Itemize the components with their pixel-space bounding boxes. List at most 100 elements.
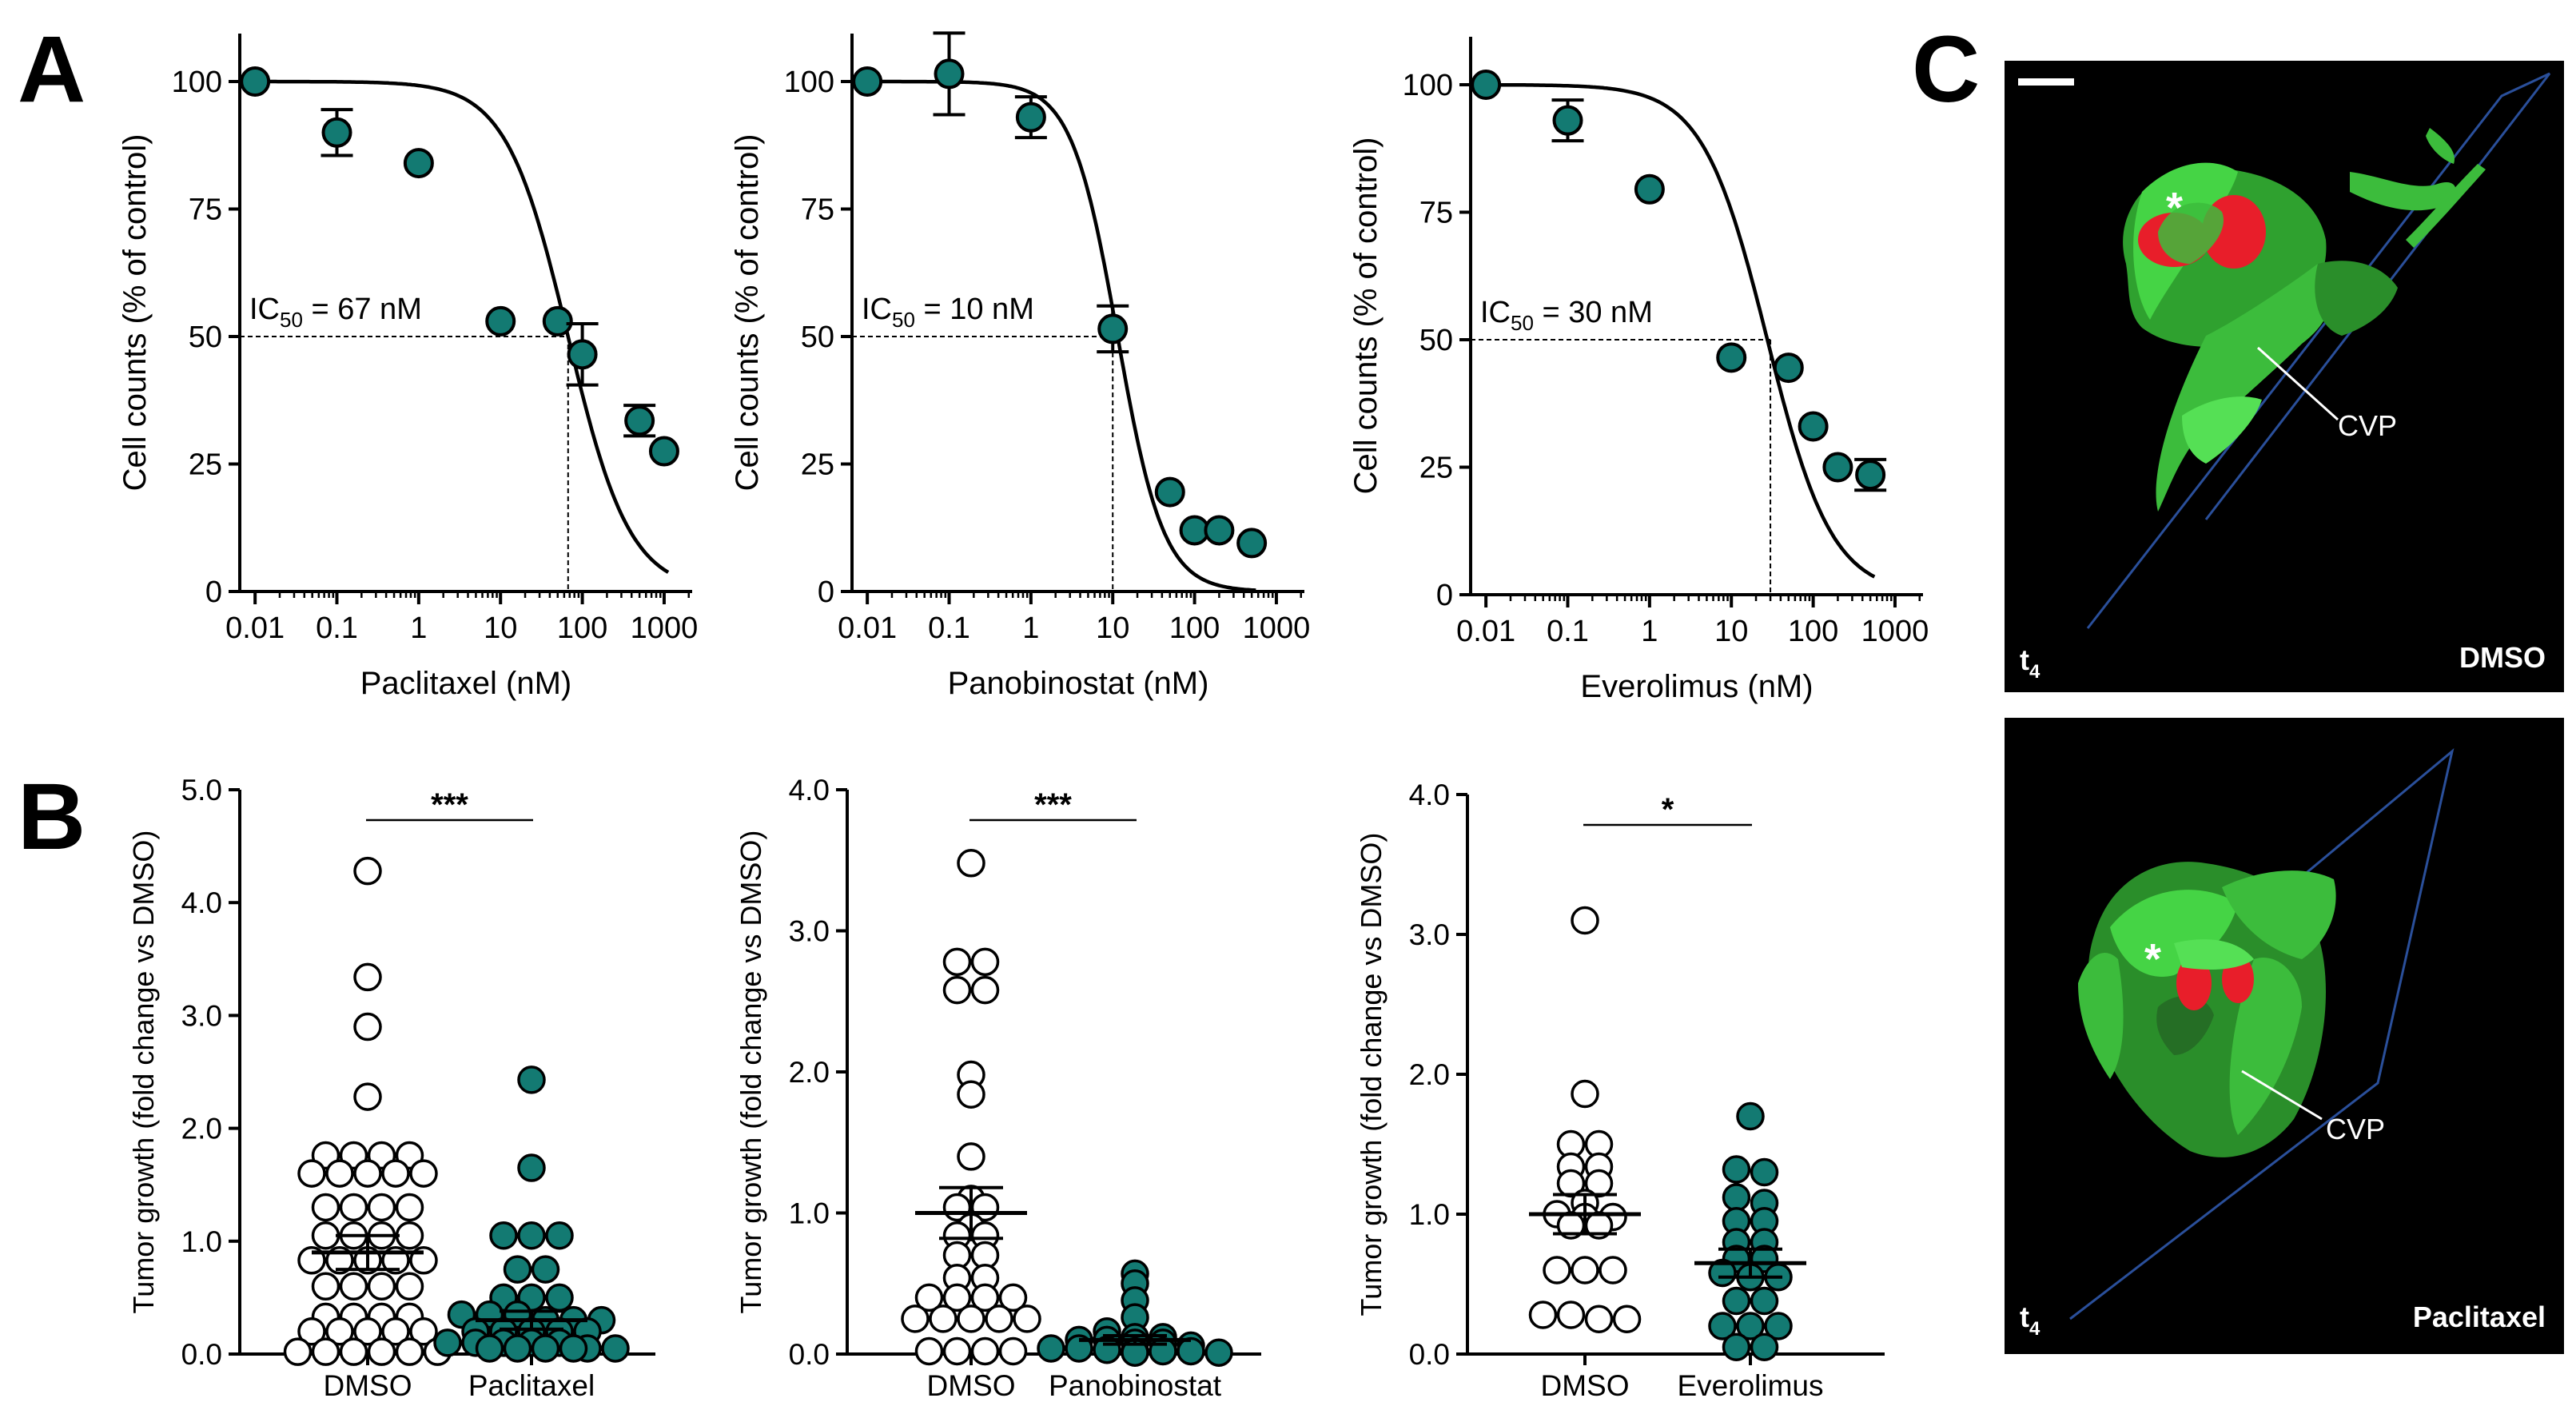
data-point <box>1065 1334 1093 1363</box>
data-point <box>353 1082 382 1111</box>
timepoint-label: t4 <box>2020 643 2040 683</box>
data-point <box>1599 1256 1627 1285</box>
data-point <box>901 1304 930 1333</box>
zebrafish-vasculature-render <box>2078 862 2336 1157</box>
data-point <box>1552 105 1583 136</box>
x-tick-label: 0.1 <box>1547 615 1589 648</box>
condition-label: DMSO <box>2459 641 2546 674</box>
data-point <box>367 1193 396 1222</box>
data-point <box>325 1159 354 1188</box>
ic50-annotation: IC50 = 10 nM <box>862 293 1034 332</box>
data-point <box>517 1221 546 1250</box>
y-tick-label: 3.0 <box>1409 918 1450 951</box>
panel-letter-c: C <box>1912 17 1980 122</box>
data-point <box>1149 1336 1177 1366</box>
y-tick-label: 100 <box>784 66 834 99</box>
data-point <box>985 1304 1013 1333</box>
data-point <box>409 1159 438 1188</box>
y-axis-label: Tumor growth (fold change vs DMSO) <box>1355 833 1388 1316</box>
data-point <box>485 305 516 337</box>
volume-bounding-box <box>2069 748 2455 1320</box>
data-point <box>353 1012 382 1042</box>
ic50-annotation: IC50 = 67 nM <box>249 293 422 332</box>
data-point <box>475 1334 504 1363</box>
ic50-subscript: 50 <box>1511 311 1534 335</box>
y-tick-label: 75 <box>189 193 222 227</box>
cvp-pointer-line <box>2256 346 2339 421</box>
y-tick-label: 100 <box>172 66 222 99</box>
cvp-pointer-line <box>2241 1069 2323 1121</box>
zebrafish-vasculature-render <box>2123 128 2486 512</box>
data-point <box>624 405 655 436</box>
panel-letter-b: B <box>18 764 86 870</box>
y-tick-label: 4.0 <box>181 886 222 919</box>
significance-stars: *** <box>1034 787 1072 823</box>
chart-b1-paclitaxel-tumor-growth: 0.0 1.0 2.0 3.0 4.0 5.0 Tumor growth (fold cha… <box>127 774 655 1402</box>
data-point <box>970 1283 1000 1312</box>
y-axis-label: Tumor growth (fold change vs DMSO) <box>127 830 160 1314</box>
data-point <box>1634 173 1665 205</box>
significance-stars: * <box>1662 792 1674 827</box>
data-point <box>970 975 1000 1005</box>
ic50-value: = 67 nM <box>303 293 422 326</box>
data-point <box>1571 906 1599 935</box>
chart-a1-paclitaxel-dose-response: 0 25 50 75 100 0.01 0.1 1 10 100 1000 Cell counts (… <box>117 34 698 701</box>
ic50-subscript: 50 <box>892 308 915 332</box>
data-point <box>1750 1157 1779 1187</box>
x-tick-label: 10 <box>484 611 517 645</box>
x-tick-label: 1 <box>1022 611 1039 645</box>
y-tick-label: 1.0 <box>181 1225 222 1258</box>
data-point <box>1543 1256 1571 1285</box>
data-point <box>339 1337 368 1366</box>
data-point <box>339 1193 368 1222</box>
y-tick-label: 3.0 <box>181 999 222 1032</box>
y-axis-label: Cell counts (% of control) <box>117 134 153 492</box>
y-tick-label: 0.0 <box>181 1338 222 1371</box>
microscopy-image-dmso: * CVP t4 DMSO <box>2005 61 2564 692</box>
x-category-label: Paclitaxel <box>468 1369 595 1402</box>
data-point <box>367 1272 396 1301</box>
data-point <box>503 1255 532 1284</box>
y-axis-label: Cell counts (% of control) <box>730 134 765 492</box>
x-tick-label: 10 <box>1714 615 1748 648</box>
chart-a2-panobinostat-dose-response: 0 25 50 75 100 0.01 0.1 1 10 100 1000 Cell counts (… <box>730 31 1310 701</box>
marker-asterisk: * <box>2166 184 2183 232</box>
x-tick-label: 100 <box>1169 611 1220 645</box>
data-point <box>542 305 573 337</box>
ic50-annotation-text: IC <box>1480 296 1511 329</box>
fit-curve <box>867 79 1256 592</box>
y-tick-label: 25 <box>801 448 834 482</box>
data-point <box>942 975 972 1005</box>
data-point <box>934 58 965 90</box>
data-point <box>531 1334 560 1363</box>
chart-a3-everolimus-dose-response: 0 25 50 75 100 0.01 0.1 1 10 100 1000 Cell counts (… <box>1348 37 1929 704</box>
y-axis-label: Cell counts (% of control) <box>1348 137 1384 495</box>
chart-b2-panobinostat-tumor-growth: 0.0 1.0 2.0 3.0 4.0 Tumor growth (fold change… <box>735 774 1261 1402</box>
panel-letter-a: A <box>18 17 86 122</box>
x-tick-label: 100 <box>557 611 607 645</box>
data-point <box>1612 1304 1642 1333</box>
timepoint-label: t4 <box>2020 1300 2040 1340</box>
data-point <box>283 1337 313 1366</box>
data-point <box>1037 1334 1065 1363</box>
data-point <box>970 947 1000 977</box>
data-point <box>381 1317 410 1346</box>
data-point <box>545 1221 574 1250</box>
data-point <box>929 1304 958 1333</box>
y-tick-label: 1.0 <box>1409 1198 1450 1231</box>
data-point <box>395 1272 424 1301</box>
data-point <box>1722 1286 1751 1316</box>
data-point <box>1773 353 1804 384</box>
data-point <box>1204 515 1235 546</box>
x-category-label: DMSO <box>927 1369 1016 1402</box>
data-point <box>1528 1300 1558 1329</box>
data-point <box>395 1221 424 1250</box>
y-tick-label: 25 <box>1419 452 1453 485</box>
data-point <box>1204 1338 1233 1367</box>
data-point <box>395 1193 424 1222</box>
data-point <box>1584 1304 1614 1333</box>
y-tick-label: 5.0 <box>181 774 222 807</box>
data-point <box>325 1317 354 1346</box>
y-tick-label: 0.0 <box>1409 1338 1450 1371</box>
y-tick-label: 50 <box>801 321 834 354</box>
